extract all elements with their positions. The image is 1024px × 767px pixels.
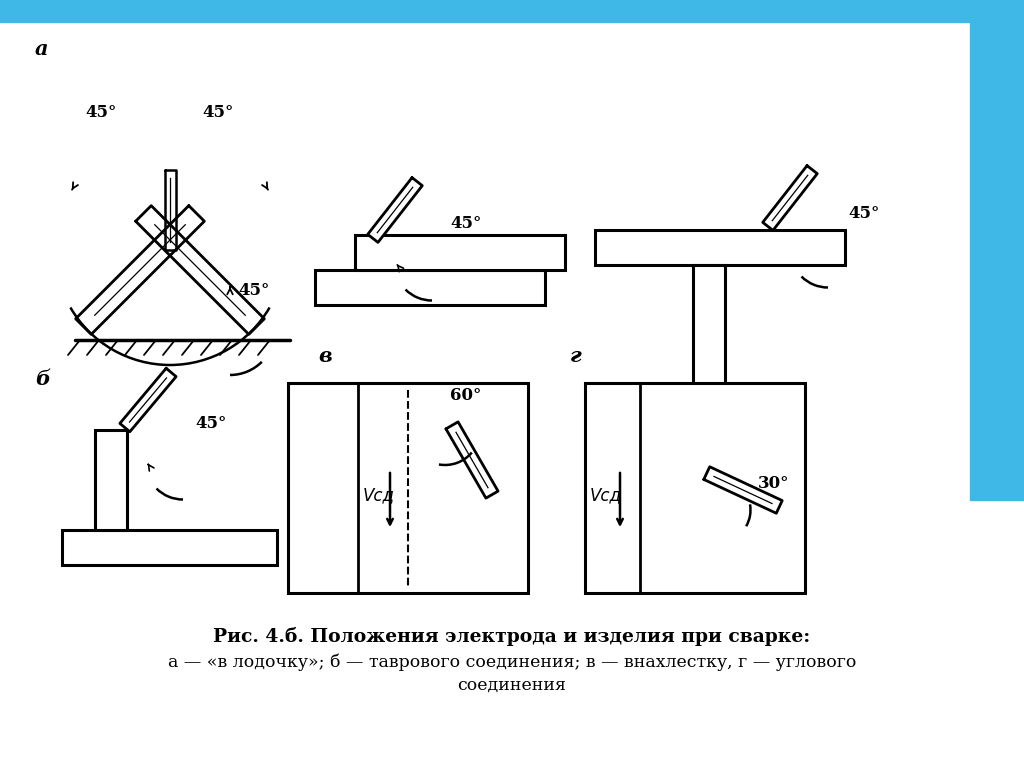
Text: Vсд: Vсд (590, 486, 622, 504)
Bar (288, 383, 528, 593)
Polygon shape (120, 368, 176, 432)
Polygon shape (974, 0, 1024, 50)
Bar (693, 265, 725, 395)
Bar (595, 230, 845, 265)
Polygon shape (165, 170, 175, 250)
Polygon shape (970, 0, 1024, 500)
Text: 45°: 45° (238, 282, 269, 299)
Text: а: а (35, 39, 48, 59)
Bar (315, 270, 545, 305)
Text: Vсд: Vсд (362, 486, 395, 504)
Bar (355, 235, 565, 270)
Text: 45°: 45° (85, 104, 117, 121)
Text: 45°: 45° (848, 205, 880, 222)
Polygon shape (368, 178, 422, 242)
Polygon shape (763, 166, 817, 230)
Text: а — «в лодочку»; б — таврового соединения; в — внахлестку, г — углового: а — «в лодочку»; б — таврового соединени… (168, 653, 856, 671)
Text: б: б (35, 369, 50, 389)
Text: соединения: соединения (458, 676, 566, 693)
Text: 45°: 45° (202, 104, 233, 121)
Text: 60°: 60° (450, 387, 481, 404)
Text: 45°: 45° (450, 215, 481, 232)
Text: 30°: 30° (758, 475, 790, 492)
Polygon shape (135, 206, 264, 334)
Bar (585, 383, 805, 593)
Text: г: г (570, 346, 582, 366)
Bar (62, 530, 278, 565)
Bar (0, 0, 1024, 22)
Text: 45°: 45° (195, 415, 226, 432)
Bar (95, 430, 127, 530)
Text: Рис. 4.б. Положения электрода и изделия при сварке:: Рис. 4.б. Положения электрода и изделия … (213, 627, 811, 646)
Polygon shape (445, 422, 498, 498)
Text: в: в (318, 346, 332, 366)
Polygon shape (76, 206, 205, 334)
Polygon shape (703, 467, 782, 513)
